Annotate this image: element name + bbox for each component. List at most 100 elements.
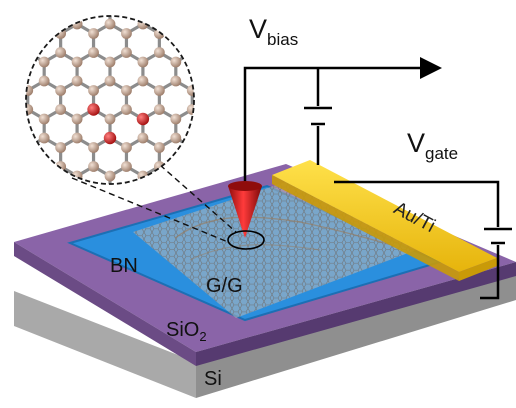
carbon-atom xyxy=(55,47,66,58)
lattice-bond xyxy=(0,195,11,205)
carbon-atom xyxy=(220,161,231,172)
carbon-atom xyxy=(121,142,132,153)
lattice-bond xyxy=(44,0,60,5)
carbon-atom xyxy=(253,104,264,115)
carbon-atom xyxy=(203,133,214,144)
carbon-atom xyxy=(269,114,280,125)
lattice-bond xyxy=(275,0,291,5)
lattice-bond xyxy=(11,224,27,234)
lattice-bond xyxy=(192,81,208,91)
carbon-atom xyxy=(39,171,50,182)
carbon-atom xyxy=(286,104,297,115)
carbon-atom xyxy=(22,28,33,39)
carbon-atom xyxy=(6,190,17,201)
carbon-atom xyxy=(220,85,231,96)
carbon-atom xyxy=(302,0,313,10)
lattice-bond xyxy=(258,138,274,148)
carbon-atom xyxy=(154,47,165,58)
lattice-bond xyxy=(11,110,27,120)
carbon-atom xyxy=(187,104,198,115)
lattice-bond xyxy=(0,281,11,291)
carbon-atom xyxy=(187,161,198,172)
carbon-atom xyxy=(88,28,99,39)
carbon-atom xyxy=(302,57,313,68)
carbon-atom xyxy=(187,142,198,153)
lattice-bond xyxy=(209,110,225,120)
lattice-bond xyxy=(192,0,208,5)
lattice-bond xyxy=(291,0,307,5)
lattice-bond xyxy=(209,81,225,91)
carbon-atom xyxy=(138,57,149,68)
carbon-atom xyxy=(105,57,116,68)
lattice-bond xyxy=(143,0,159,5)
defect-atom xyxy=(87,103,99,115)
lattice-bond xyxy=(110,0,126,5)
carbon-atom xyxy=(187,28,198,39)
lattice-bond xyxy=(28,0,44,5)
carbon-atom xyxy=(72,114,83,125)
lattice-bond xyxy=(94,0,110,5)
lattice-bond xyxy=(159,24,175,34)
carbon-atom xyxy=(236,19,247,30)
lattice-bond xyxy=(11,138,27,148)
lattice-bond xyxy=(11,0,27,5)
lattice-bond xyxy=(258,0,274,5)
carbon-atom xyxy=(138,171,149,182)
lattice-bond xyxy=(28,195,44,205)
carbon-atom xyxy=(319,85,330,96)
carbon-atom xyxy=(269,19,280,30)
carbon-atom xyxy=(121,28,132,39)
lattice-bond xyxy=(209,53,225,63)
carbon-atom xyxy=(187,0,198,1)
lattice-bond xyxy=(176,0,192,5)
carbon-atom xyxy=(170,76,181,87)
carbon-atom xyxy=(138,133,149,144)
lattice-bond xyxy=(0,167,11,177)
carbon-atom xyxy=(203,0,214,10)
lattice-bond xyxy=(44,167,60,177)
carbon-atom xyxy=(170,57,181,68)
lattice-bond xyxy=(28,167,44,177)
lattice-bond xyxy=(307,53,323,63)
lattice-bond xyxy=(0,0,11,5)
carbon-atom xyxy=(253,142,264,153)
lattice-bond xyxy=(28,24,44,34)
carbon-atom xyxy=(335,133,346,144)
bias-wire xyxy=(245,68,422,185)
carbon-atom xyxy=(72,76,83,87)
lattice-bond xyxy=(192,138,208,148)
carbon-atom xyxy=(105,0,116,10)
carbon-atom xyxy=(154,104,165,115)
carbon-atom xyxy=(220,28,231,39)
carbon-atom xyxy=(203,76,214,87)
carbon-atom xyxy=(39,0,50,10)
lattice-bond xyxy=(0,252,11,262)
arrow-icon xyxy=(420,57,442,79)
carbon-atom xyxy=(335,0,346,10)
lattice-bond xyxy=(11,24,27,34)
carbon-atom xyxy=(154,85,165,96)
lattice-bond xyxy=(176,24,192,34)
carbon-atom xyxy=(220,142,231,153)
carbon-atom xyxy=(105,171,116,182)
carbon-atom xyxy=(138,0,149,10)
carbon-atom xyxy=(335,114,346,125)
lattice-bond xyxy=(44,24,60,34)
lattice-bond xyxy=(291,138,307,148)
carbon-atom xyxy=(154,0,165,1)
lattice-bond xyxy=(258,53,274,63)
carbon-atom xyxy=(319,142,330,153)
carbon-atom xyxy=(220,47,231,58)
carbon-atom xyxy=(319,47,330,58)
carbon-atom xyxy=(105,76,116,87)
carbon-atom xyxy=(220,104,231,115)
carbon-atom xyxy=(6,133,17,144)
lattice-bond xyxy=(159,167,175,177)
carbon-atom xyxy=(22,142,33,153)
lattice-bond xyxy=(28,281,44,291)
carbon-atom xyxy=(286,142,297,153)
carbon-atom xyxy=(6,0,17,10)
lattice-bond xyxy=(0,224,11,234)
carbon-atom xyxy=(138,76,149,87)
